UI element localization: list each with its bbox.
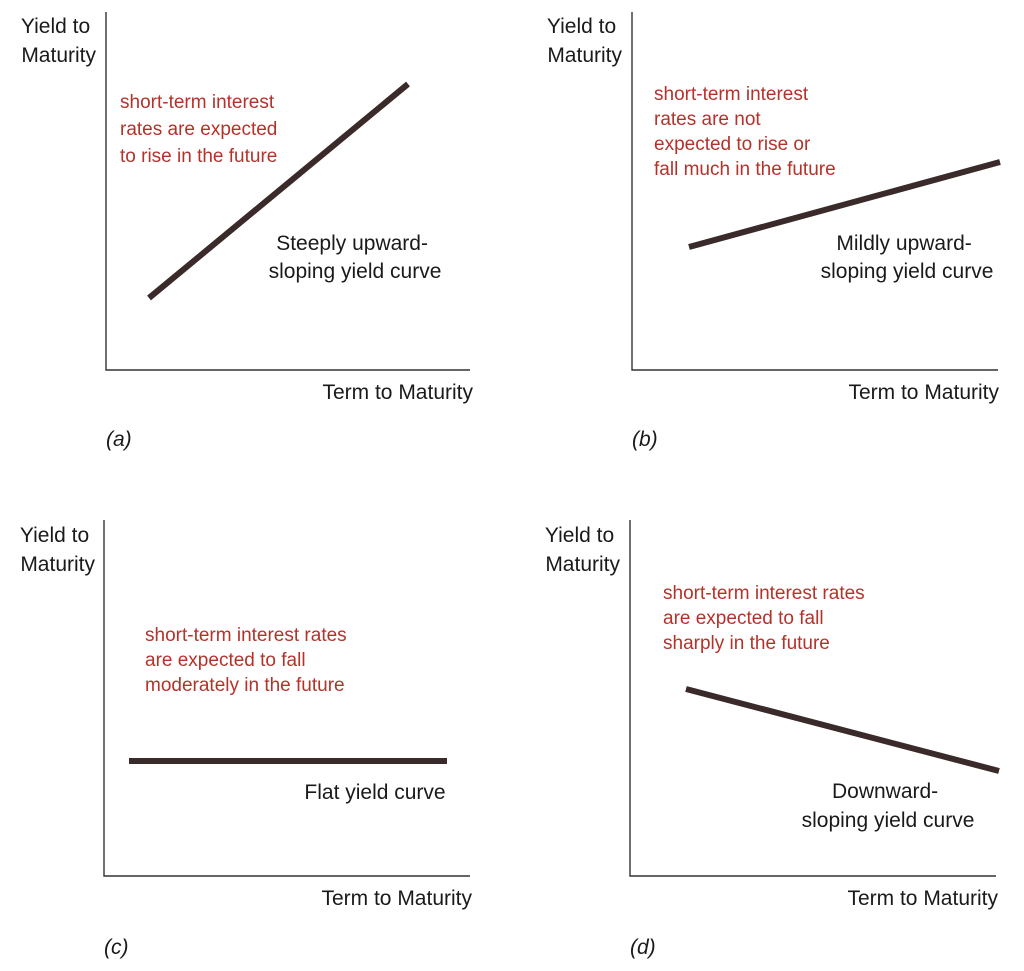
panel-c-y-axis-label-line1: Yield to [20,524,89,547]
panel-a-x-axis-label: Term to Maturity [322,381,473,404]
panel-c-note-line3: moderately in the future [145,675,345,696]
panel-b-note-line2: rates are not [654,109,761,130]
panel-b-note-line1: short-term interest [654,84,809,105]
panel-b-note-line4: fall much in the future [654,159,836,180]
panel-a-curve-label: Steeply upward- sloping yield curve [269,232,442,283]
panel-b-caption: (b) [632,428,658,451]
panel-d-y-axis-label-line2: Maturity [545,553,620,576]
panel-a-y-axis-label: Yield to Maturity [21,15,97,67]
panel-b-note: short-term interest rates are not expect… [654,84,836,180]
panel-d-note-line1: short-term interest rates [663,583,865,604]
panel-c-x-axis-label: Term to Maturity [321,887,472,910]
panel-a-note: short-term interest rates are expected t… [120,92,283,167]
panel-b-x-axis-label: Term to Maturity [848,381,999,404]
panel-a-axes [105,12,470,371]
panel-c-curve-label: Flat yield curve [304,781,445,804]
panel-d-yield-curve [685,686,1000,774]
panel-a-note-line1: short-term interest [120,92,275,113]
panel-b: Yield to Maturity Term to Maturity short… [547,12,1001,451]
panel-d-note-line3: sharply in the future [663,633,830,654]
panel-c-note-line2: are expected to fall [145,650,306,671]
panel-c-note-line1: short-term interest rates [145,625,347,646]
panel-b-y-axis-label: Yield to Maturity [547,15,623,67]
panel-c-note: short-term interest rates are expected t… [145,625,352,696]
panel-b-curve-label: Mildly upward- sloping yield curve [821,232,994,283]
panel-b-note-line3: expected to rise or [654,134,811,155]
panel-b-y-axis-label-line2: Maturity [547,44,622,67]
panel-d-y-axis-label-line1: Yield to [545,524,614,547]
panel-d-x-axis-label: Term to Maturity [847,887,998,910]
panel-d-caption: (d) [630,936,656,959]
panel-d-note-line2: are expected to fall [663,608,824,629]
panel-d-curve-label-line2: sloping yield curve [802,809,975,832]
panel-a: Yield to Maturity Term to Maturity short… [21,12,473,451]
panel-d-y-axis-label: Yield to Maturity [545,524,621,576]
panel-a-y-axis-label-line2: Maturity [21,44,96,67]
panel-a-caption: (a) [106,428,132,451]
panel-c-curve-label-line1: Flat yield curve [304,781,445,804]
panel-c-y-axis-label: Yield to Maturity [20,524,96,576]
panel-c-y-axis-label-line2: Maturity [20,553,95,576]
panel-b-y-axis-label-line1: Yield to [547,15,616,38]
panel-a-note-line3: to rise in the future [120,146,277,167]
panel-c-axes [103,520,470,877]
panel-d: Yield to Maturity Term to Maturity short… [545,520,1000,959]
panel-a-curve-label-line2: sloping yield curve [269,260,442,283]
panel-b-curve-label-line1: Mildly upward- [836,232,971,255]
panel-d-note: short-term interest rates are expected t… [663,583,870,654]
panel-b-yield-curve [688,159,1001,250]
panel-d-axes [629,520,996,877]
panel-c: Yield to Maturity Term to Maturity short… [20,520,472,959]
panel-b-curve-label-line2: sloping yield curve [821,260,994,283]
panel-d-curve-label: Downward- sloping yield curve [802,780,975,832]
panel-d-curve-label-line1: Downward- [832,780,938,803]
panel-a-y-axis-label-line1: Yield to [21,15,90,38]
panel-a-yield-curve [147,81,410,301]
panel-c-caption: (c) [104,936,129,959]
panel-b-axes [631,12,998,371]
panel-a-curve-label-line1: Steeply upward- [276,232,428,255]
panel-a-note-line2: rates are expected [120,119,277,140]
